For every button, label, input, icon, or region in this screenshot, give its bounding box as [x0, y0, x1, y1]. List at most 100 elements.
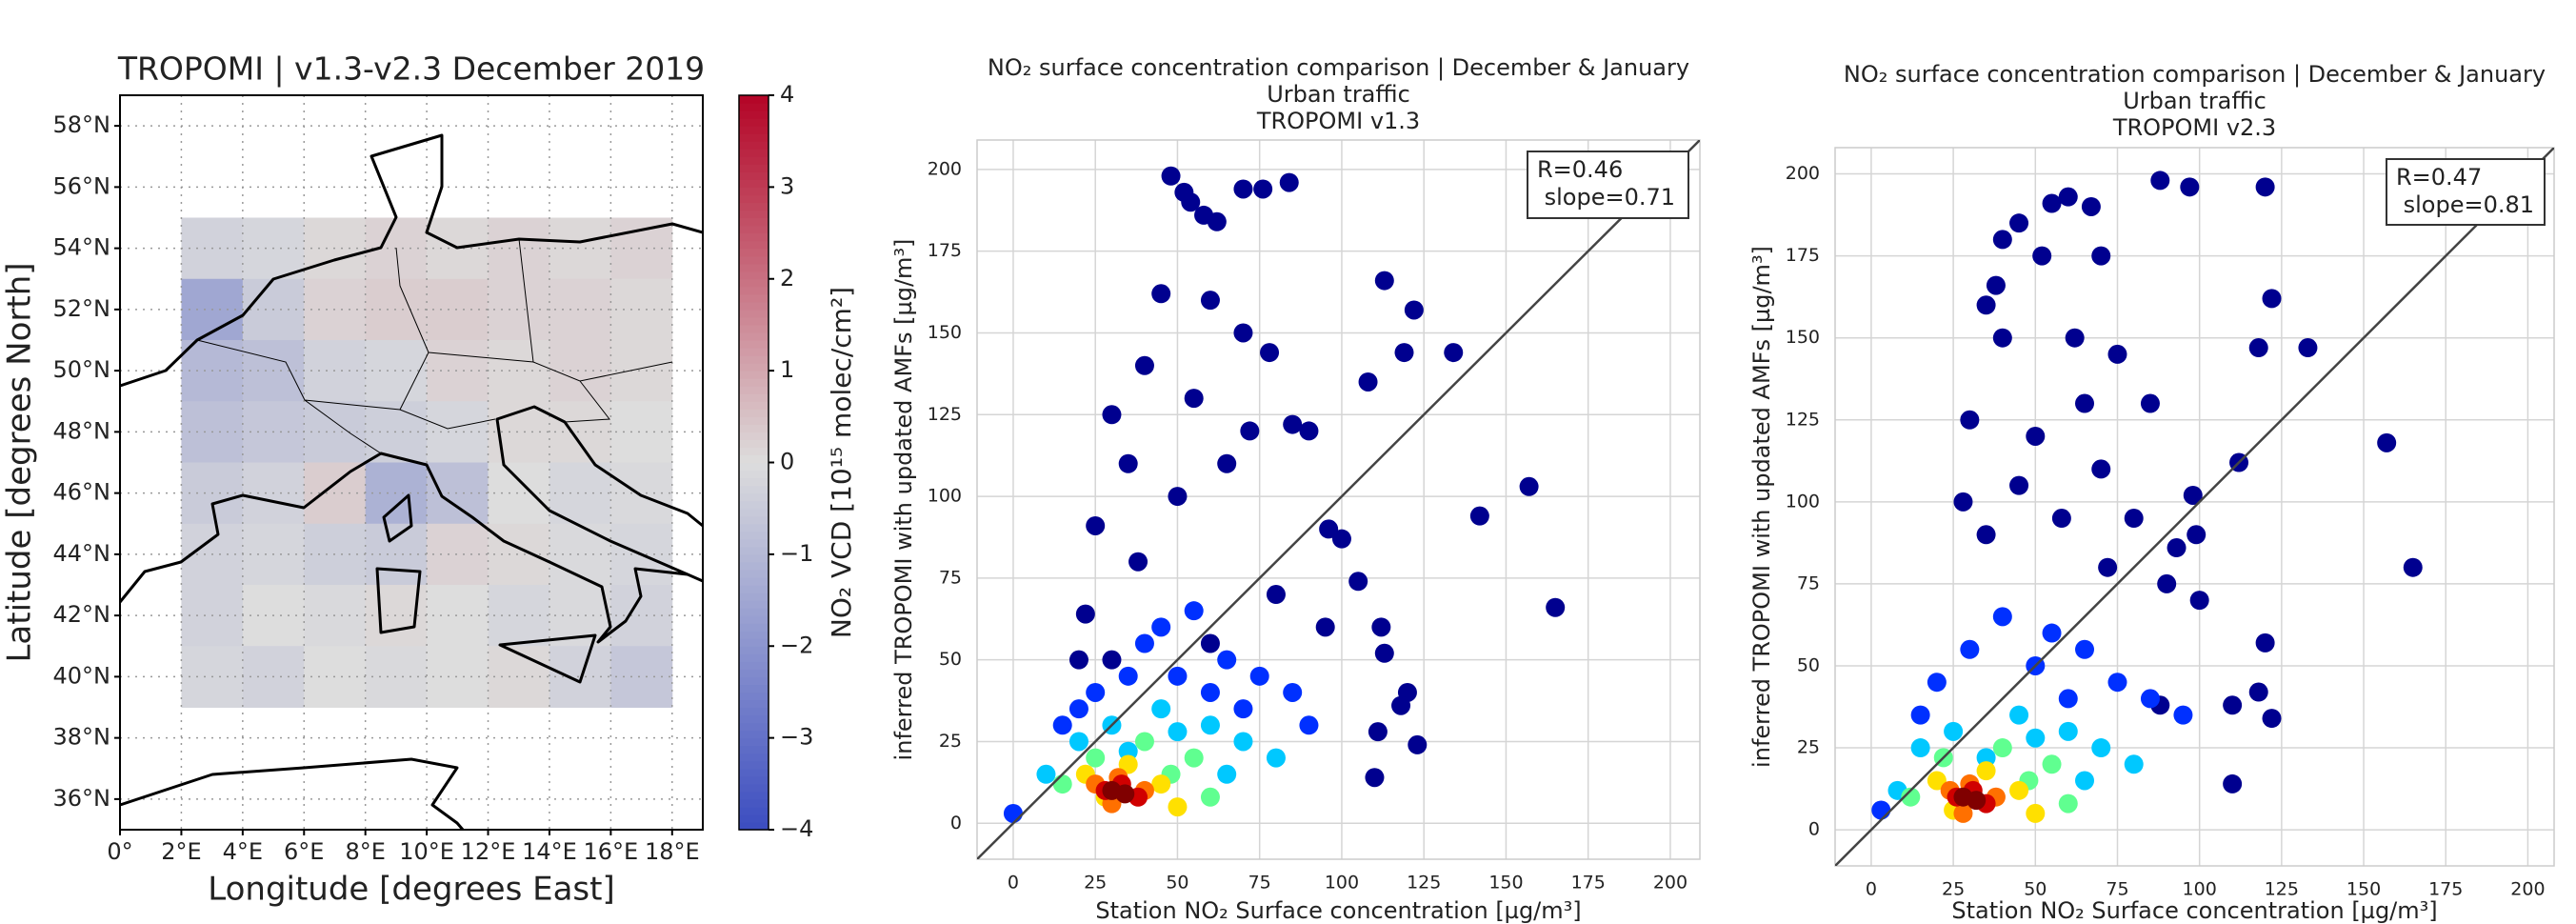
colorbar-swatch — [739, 409, 769, 417]
y-tick-label: 125 — [928, 404, 962, 425]
colorbar-swatch — [739, 141, 769, 150]
colorbar-swatch — [739, 737, 769, 747]
scatter-point — [1086, 682, 1106, 702]
scatter-point — [2091, 246, 2111, 266]
y-tick-label: 56°N — [53, 172, 111, 199]
scatter-point — [1102, 405, 1122, 425]
chart-title: TROPOMI | v1.3-v2.3 December 2019 — [117, 50, 705, 88]
colorbar-swatch — [739, 576, 769, 586]
scatter-point — [1992, 230, 2012, 250]
colorbar-tick-label: 0 — [780, 449, 794, 475]
colorbar-swatch — [739, 156, 769, 165]
heat-cell — [365, 523, 428, 586]
y-tick-label: 50 — [1797, 654, 1820, 675]
scatter-point — [2107, 344, 2127, 364]
scatter-point — [1115, 784, 1135, 804]
colorbar-swatch — [739, 760, 769, 770]
y-tick-label: 25 — [939, 731, 962, 752]
scatter-point — [1200, 715, 1220, 735]
colorbar-swatch — [739, 531, 769, 540]
scatter-point — [2009, 475, 2029, 495]
scatter-point — [1266, 748, 1286, 768]
scatter-point — [1003, 803, 1023, 823]
colorbar-tick-label: −4 — [780, 815, 813, 842]
x-tick-label: 18°E — [645, 838, 700, 865]
scatter-point — [1976, 748, 1996, 768]
scatter-point — [2058, 721, 2078, 741]
scatter-point — [1331, 529, 1351, 549]
scatter-point — [1394, 343, 1414, 363]
y-tick-label: 52°N — [53, 295, 111, 322]
scatter-point — [1184, 601, 1204, 621]
scatter-point — [1953, 803, 1973, 823]
scatter-point — [2098, 557, 2118, 577]
x-tick-label: 25 — [1942, 879, 1965, 900]
scatter-point — [2075, 639, 2095, 659]
y-tick-label: 125 — [1786, 409, 1820, 430]
colorbar-swatch — [739, 492, 769, 502]
scatter-point — [2065, 328, 2085, 348]
scatter-point — [1128, 552, 1148, 572]
scatter-point — [1927, 771, 1947, 791]
y-tick-label: 75 — [1797, 572, 1820, 593]
x-tick-label: 200 — [2510, 879, 2545, 900]
heat-cell — [365, 340, 428, 402]
chart-title: Urban traffic — [2123, 88, 2266, 114]
map-frame — [119, 94, 704, 831]
x-tick-label: 175 — [1571, 873, 1606, 894]
colorbar-swatch — [739, 608, 769, 616]
colorbar-swatch — [739, 187, 769, 196]
colorbar-swatch — [739, 631, 769, 639]
scatter-point — [1967, 791, 1987, 811]
scatter-point — [1118, 453, 1138, 473]
y-tick-label: 0 — [950, 813, 962, 834]
y-axis-label: inferred TROPOMI with updated AMFs [µg/m… — [1748, 246, 1775, 768]
scatter-point — [2058, 187, 2078, 207]
colorbar-swatch — [739, 103, 769, 111]
colorbar-swatch — [739, 707, 769, 716]
scatter-point — [1151, 774, 1171, 794]
scatter-point — [2403, 557, 2423, 577]
scatter-point — [2107, 673, 2127, 693]
colorbar-swatch — [739, 432, 769, 441]
y-tick-label: 38°N — [53, 724, 111, 751]
y-tick-label: 200 — [928, 158, 962, 179]
colorbar-swatch — [739, 316, 769, 326]
scatter-point — [2223, 695, 2243, 715]
scatter-point — [1546, 597, 1566, 617]
scatter-point — [2042, 623, 2062, 643]
scatter-point — [1207, 211, 1227, 231]
scatter-point — [1134, 355, 1154, 375]
scatter-point — [1283, 414, 1303, 434]
scatter-point — [1168, 666, 1188, 686]
scatter-point — [1184, 748, 1204, 768]
chart-title: NO₂ surface concentration comparison | D… — [988, 54, 1689, 81]
map-layer — [120, 95, 703, 830]
scatter-point — [2058, 689, 2078, 709]
colorbar-tick-label: 4 — [780, 81, 794, 108]
x-tick-label: 2°E — [161, 838, 201, 865]
x-tick-label: 8°E — [345, 838, 385, 865]
y-tick-label: 58°N — [53, 111, 111, 138]
colorbar-swatch — [739, 340, 769, 349]
chart-title: TROPOMI v1.3 — [1256, 108, 1420, 134]
colorbar-swatch — [739, 661, 769, 670]
colorbar-swatch — [739, 600, 769, 609]
y-tick-label: 44°N — [53, 540, 111, 567]
heat-cell — [610, 340, 673, 402]
scatter-point — [1871, 800, 1891, 820]
colorbar-swatch — [739, 164, 769, 172]
scatter-point — [2255, 633, 2275, 653]
x-tick-label: 125 — [2265, 879, 2299, 900]
colorbar-swatch — [739, 401, 769, 410]
colorbar-swatch — [739, 553, 769, 563]
scatter-point — [2248, 338, 2268, 358]
colorbar-swatch — [739, 95, 769, 104]
x-tick-label: 50 — [2024, 879, 2047, 900]
scatter-point — [2255, 177, 2275, 197]
scatter-point — [2058, 793, 2078, 814]
x-tick-label: 200 — [1653, 873, 1687, 894]
heat-cell — [365, 278, 428, 341]
x-tick-label: 75 — [1248, 873, 1271, 894]
